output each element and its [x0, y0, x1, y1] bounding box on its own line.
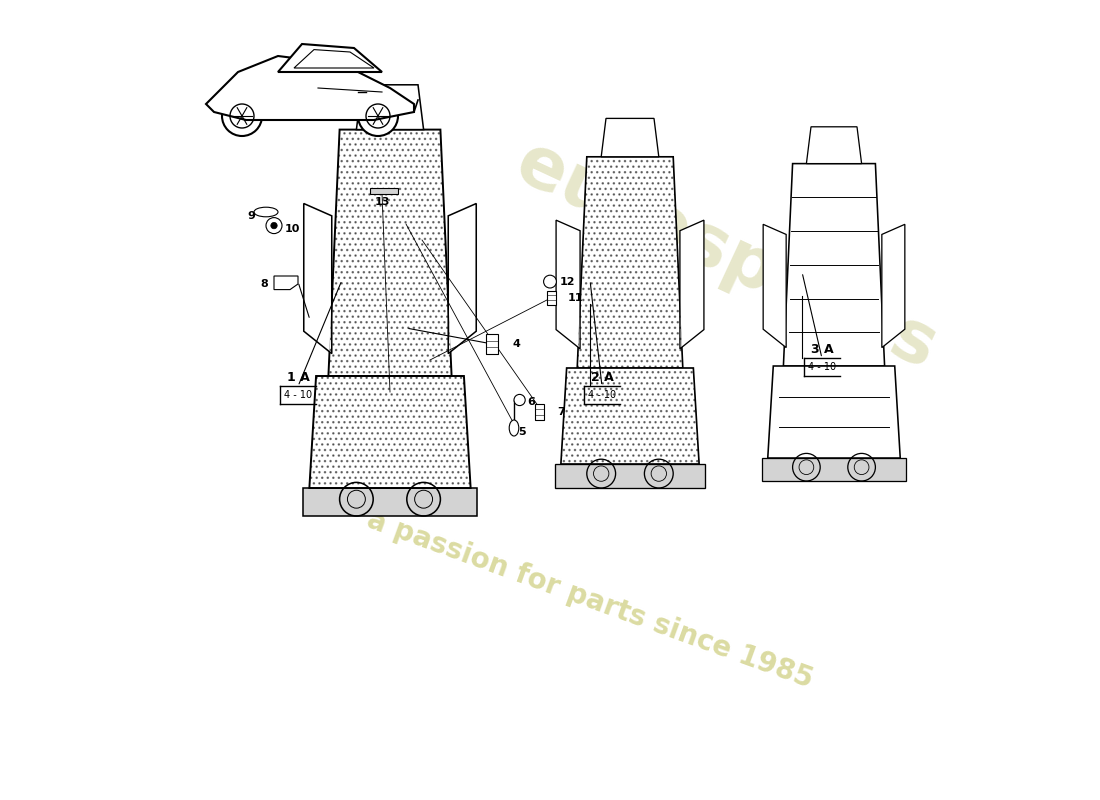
Bar: [302, 488, 477, 516]
Text: 3 A: 3 A: [811, 343, 834, 356]
Bar: [556, 464, 705, 488]
Ellipse shape: [509, 420, 519, 436]
Text: a passion for parts since 1985: a passion for parts since 1985: [363, 506, 817, 694]
Text: 8: 8: [261, 279, 268, 289]
Text: 13: 13: [374, 197, 389, 206]
Polygon shape: [278, 44, 382, 72]
Text: 4 - 10: 4 - 10: [284, 390, 312, 400]
Bar: [486, 334, 498, 354]
Text: 12: 12: [560, 277, 575, 286]
Text: eurospares: eurospares: [505, 128, 947, 384]
Bar: [762, 458, 905, 481]
Circle shape: [543, 275, 557, 288]
Bar: [548, 290, 556, 305]
Polygon shape: [882, 224, 905, 347]
Polygon shape: [763, 224, 786, 347]
Text: 4: 4: [513, 339, 520, 349]
Circle shape: [266, 218, 282, 234]
Text: 4 - 10: 4 - 10: [587, 390, 616, 400]
Text: 5: 5: [518, 427, 526, 437]
Ellipse shape: [254, 207, 278, 217]
Circle shape: [514, 394, 525, 406]
Text: 9: 9: [248, 211, 255, 221]
Polygon shape: [329, 130, 452, 376]
Polygon shape: [602, 118, 659, 157]
Polygon shape: [806, 126, 861, 164]
Polygon shape: [768, 366, 900, 458]
Polygon shape: [309, 376, 471, 488]
Polygon shape: [274, 276, 298, 290]
Polygon shape: [561, 368, 700, 464]
Bar: [535, 404, 544, 420]
Text: 7: 7: [558, 407, 565, 417]
Polygon shape: [356, 85, 424, 130]
Polygon shape: [783, 164, 884, 366]
Polygon shape: [578, 157, 683, 368]
Text: 11: 11: [568, 293, 583, 302]
Polygon shape: [370, 188, 398, 194]
Text: 4 - 10: 4 - 10: [807, 362, 836, 372]
Polygon shape: [680, 220, 704, 349]
Circle shape: [222, 96, 262, 136]
Text: 10: 10: [285, 224, 300, 234]
Text: 6: 6: [528, 397, 536, 406]
Polygon shape: [206, 56, 414, 120]
Circle shape: [271, 222, 277, 229]
Polygon shape: [448, 203, 476, 354]
Polygon shape: [557, 220, 580, 349]
Text: 2 A: 2 A: [591, 371, 614, 384]
Polygon shape: [304, 203, 332, 354]
Text: 1 A: 1 A: [287, 371, 309, 384]
Circle shape: [358, 96, 398, 136]
